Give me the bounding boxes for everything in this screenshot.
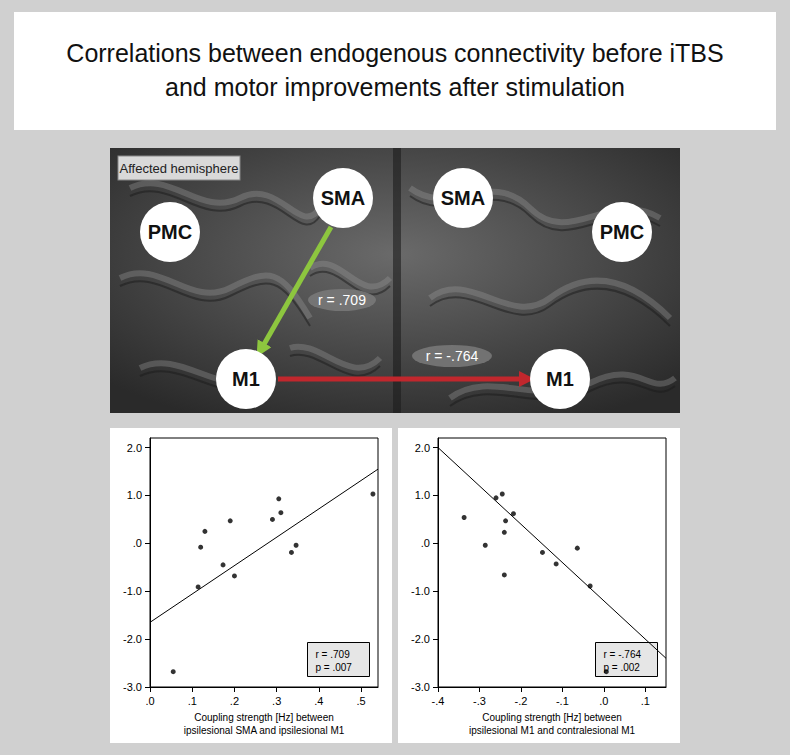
svg-text:Coupling strength [Hz] between: Coupling strength [Hz] between — [194, 712, 334, 723]
svg-text:ipsilesional M1 and contralesi: ipsilesional M1 and contralesional M1 — [469, 725, 636, 736]
html-text:Correlations between endogenou: Correlations between endogenous connecti… — [66, 39, 724, 68]
svg-text:.3: .3 — [272, 695, 281, 707]
svg-text:p = .007: p = .007 — [316, 662, 353, 673]
svg-text:-.3: -.3 — [473, 695, 486, 707]
svg-text:SMA: SMA — [321, 187, 365, 209]
svg-text:SMA: SMA — [441, 187, 485, 209]
svg-text:.5: .5 — [357, 695, 366, 707]
svg-text:-.2: -.2 — [514, 695, 527, 707]
svg-text:r = -.764: r = -.764 — [426, 348, 479, 364]
svg-text:.2: .2 — [230, 695, 239, 707]
svg-text:-3.0: -3.0 — [123, 681, 142, 693]
svg-text:M1: M1 — [546, 368, 574, 390]
svg-text:-3.0: -3.0 — [411, 681, 430, 693]
html-text:and motor improvements after s: and motor improvements after stimulation — [165, 73, 625, 101]
svg-text:M1: M1 — [232, 368, 260, 390]
svg-text:.0: .0 — [133, 537, 142, 549]
svg-text:-.1: -.1 — [556, 695, 569, 707]
svg-text:PMC: PMC — [600, 221, 644, 243]
svg-text:-2.0: -2.0 — [123, 633, 142, 645]
svg-text:r = .709: r = .709 — [318, 292, 366, 308]
svg-text:-1.0: -1.0 — [123, 585, 142, 597]
svg-text:p = .002: p = .002 — [604, 662, 641, 673]
svg-text:-1.0: -1.0 — [411, 585, 430, 597]
svg-text:r = .709: r = .709 — [316, 649, 351, 660]
svg-text:.0: .0 — [421, 537, 430, 549]
svg-text:ipsilesional SMA and ipsilesio: ipsilesional SMA and ipsilesional M1 — [184, 725, 345, 736]
svg-text:-2.0: -2.0 — [411, 633, 430, 645]
svg-text:1.0: 1.0 — [127, 489, 142, 501]
svg-text:Coupling strength [Hz] between: Coupling strength [Hz] between — [482, 712, 622, 723]
svg-text:2.0: 2.0 — [127, 442, 142, 454]
svg-text:-.4: -.4 — [432, 695, 445, 707]
svg-text:.0: .0 — [599, 695, 608, 707]
svg-text:.0: .0 — [145, 695, 154, 707]
svg-text:2.0: 2.0 — [415, 442, 430, 454]
svg-text:.1: .1 — [188, 695, 197, 707]
svg-text:Affected hemisphere: Affected hemisphere — [120, 161, 239, 176]
svg-text:.4: .4 — [314, 695, 323, 707]
svg-text:1.0: 1.0 — [415, 489, 430, 501]
svg-text:PMC: PMC — [148, 221, 192, 243]
svg-text:r = -.764: r = -.764 — [604, 649, 642, 660]
svg-text:.1: .1 — [641, 695, 650, 707]
